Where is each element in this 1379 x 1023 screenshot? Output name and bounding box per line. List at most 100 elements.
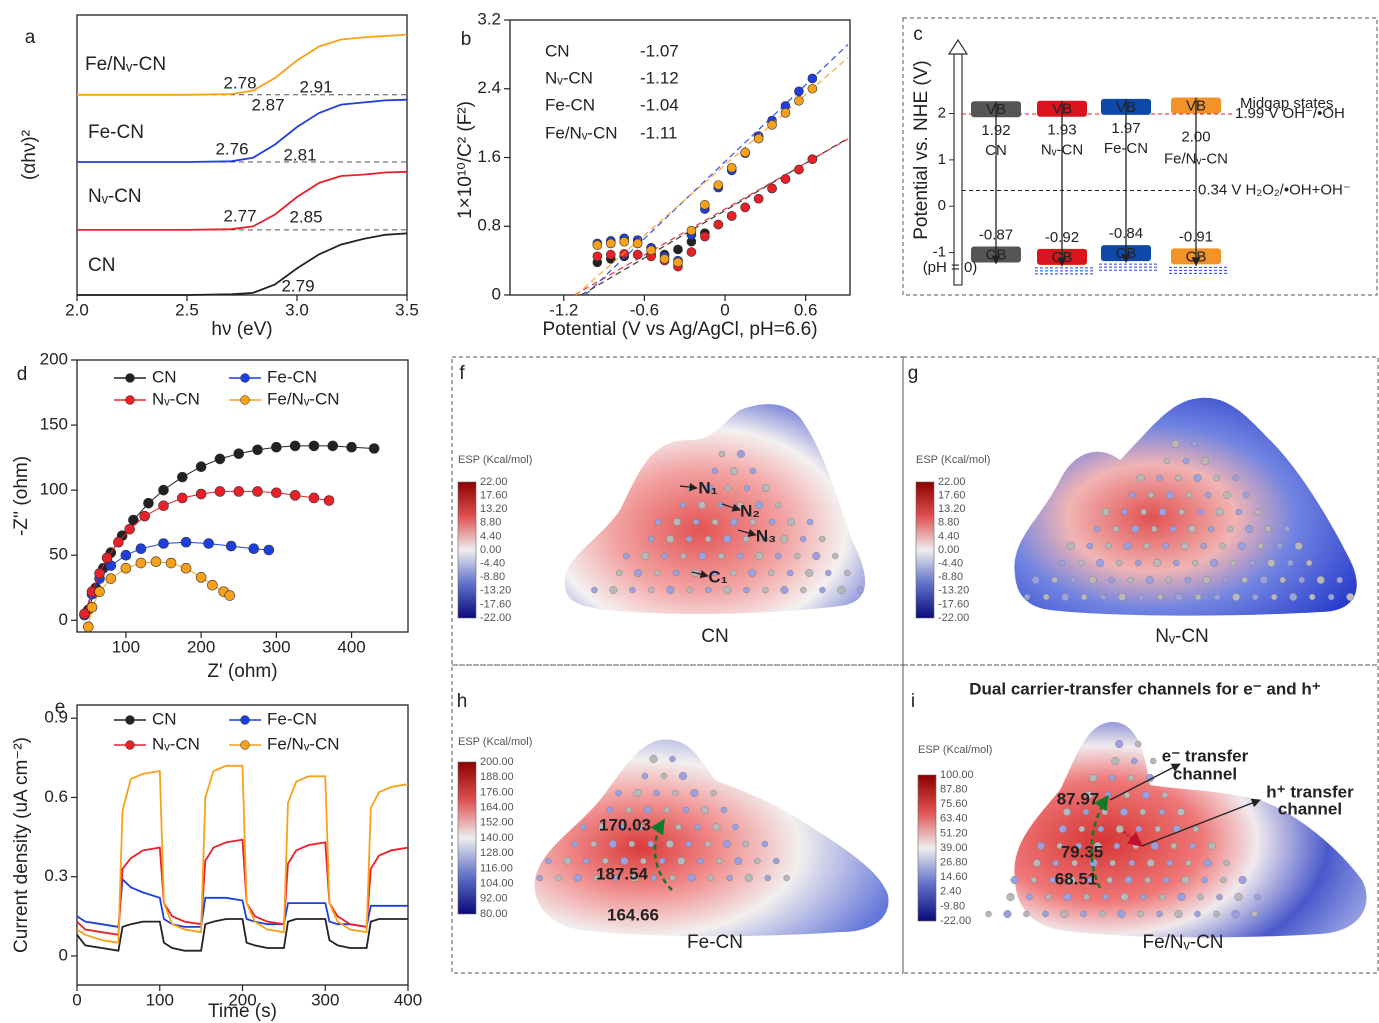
data-point — [165, 557, 177, 569]
x-tick-label: 300 — [262, 637, 290, 656]
transfer-path — [650, 818, 673, 891]
atom — [1161, 791, 1169, 799]
data-point — [180, 536, 192, 548]
y-tick-label: -1 — [933, 244, 946, 261]
atom — [1113, 842, 1121, 850]
channel-label: h⁺ transfer — [1266, 782, 1354, 801]
atom — [1119, 808, 1128, 817]
esp-annotation: 170.03 — [599, 815, 651, 834]
series-label: Fe-CN — [88, 122, 144, 143]
x-axis-title: hν (eV) — [211, 319, 272, 340]
atom — [641, 772, 649, 780]
atom — [1146, 859, 1155, 868]
atom — [1118, 593, 1127, 602]
atom — [1159, 893, 1166, 901]
legend-label: Fe/Nᵥ-CN — [545, 123, 618, 142]
atom — [1229, 559, 1237, 567]
atom — [1086, 542, 1093, 550]
atom — [661, 552, 668, 560]
atom — [1049, 876, 1056, 884]
data-point — [308, 440, 320, 452]
atom — [1128, 859, 1135, 867]
atom — [985, 910, 992, 918]
esp-color-scale — [457, 761, 477, 915]
atom — [648, 535, 655, 543]
atom — [1181, 876, 1190, 885]
atom — [723, 535, 732, 544]
atom — [1042, 910, 1049, 918]
atom — [1150, 842, 1159, 851]
atom — [690, 789, 699, 798]
legend-marker — [240, 373, 250, 383]
atom — [630, 874, 639, 883]
atom — [718, 450, 726, 458]
atom — [1158, 808, 1166, 816]
atom — [1175, 593, 1184, 602]
atom — [768, 518, 776, 526]
data-point — [700, 199, 710, 210]
esp-annotation: N₁ — [698, 478, 717, 497]
atom — [1032, 859, 1041, 868]
x-tick-label: 100 — [112, 637, 140, 656]
y-axis-title: (αhν)² — [19, 130, 40, 180]
pointer-arrow — [737, 528, 757, 538]
data-point — [807, 154, 818, 165]
bandgap-label: 2.87 — [251, 95, 284, 114]
atom — [1147, 491, 1155, 499]
data-point — [271, 487, 282, 499]
atom — [1197, 508, 1204, 516]
atom — [654, 569, 661, 577]
atom — [787, 518, 796, 527]
pointer-arrow — [1109, 763, 1181, 801]
x-tick-label: 2.0 — [65, 300, 89, 319]
atom — [1134, 559, 1142, 567]
data-point — [794, 95, 804, 106]
atom — [720, 806, 728, 814]
bandgap-label: 2.77 — [223, 206, 256, 225]
atom — [633, 789, 642, 798]
series-line — [77, 98, 408, 163]
atom — [1251, 910, 1258, 918]
panel-caption: Fe/Nᵥ-CN — [1142, 932, 1223, 953]
atom — [1175, 474, 1182, 482]
atom — [1134, 740, 1142, 748]
y-tick-label: 0 — [59, 945, 68, 964]
legend-marker — [240, 395, 250, 405]
atom — [1060, 910, 1069, 919]
x-tick-label: 200 — [228, 990, 256, 1009]
atom — [1135, 825, 1143, 833]
atom — [1346, 593, 1355, 602]
atom — [1305, 559, 1313, 567]
atom — [819, 586, 826, 594]
panel-border — [451, 356, 904, 666]
atom — [1093, 525, 1101, 533]
data-point — [323, 495, 335, 506]
atom — [1166, 491, 1175, 500]
atom — [1140, 508, 1147, 516]
fit-line — [580, 137, 849, 296]
atom — [1051, 576, 1058, 584]
series-line — [76, 838, 409, 936]
atom — [1058, 559, 1066, 567]
esp-surface — [1014, 397, 1357, 616]
esp-annotation: N₃ — [756, 526, 776, 545]
y-axis-title: Potential vs. NHE (V) — [911, 60, 932, 240]
atom — [625, 806, 633, 814]
data-point — [158, 484, 169, 496]
atom — [1070, 576, 1077, 584]
atom — [1132, 842, 1140, 850]
atom — [1045, 893, 1052, 901]
atom — [1202, 576, 1211, 585]
channel-label: channel — [1173, 764, 1237, 783]
atom — [1207, 842, 1216, 851]
esp-color-scale — [917, 774, 937, 922]
atom — [1201, 876, 1208, 884]
y-tick-label: 1 — [938, 151, 946, 168]
data-point — [605, 238, 616, 249]
esp-scale-tick: 116.00 — [480, 862, 513, 874]
atom — [1248, 559, 1256, 567]
atom — [629, 586, 636, 594]
atom — [716, 857, 723, 865]
series-line — [76, 877, 408, 928]
